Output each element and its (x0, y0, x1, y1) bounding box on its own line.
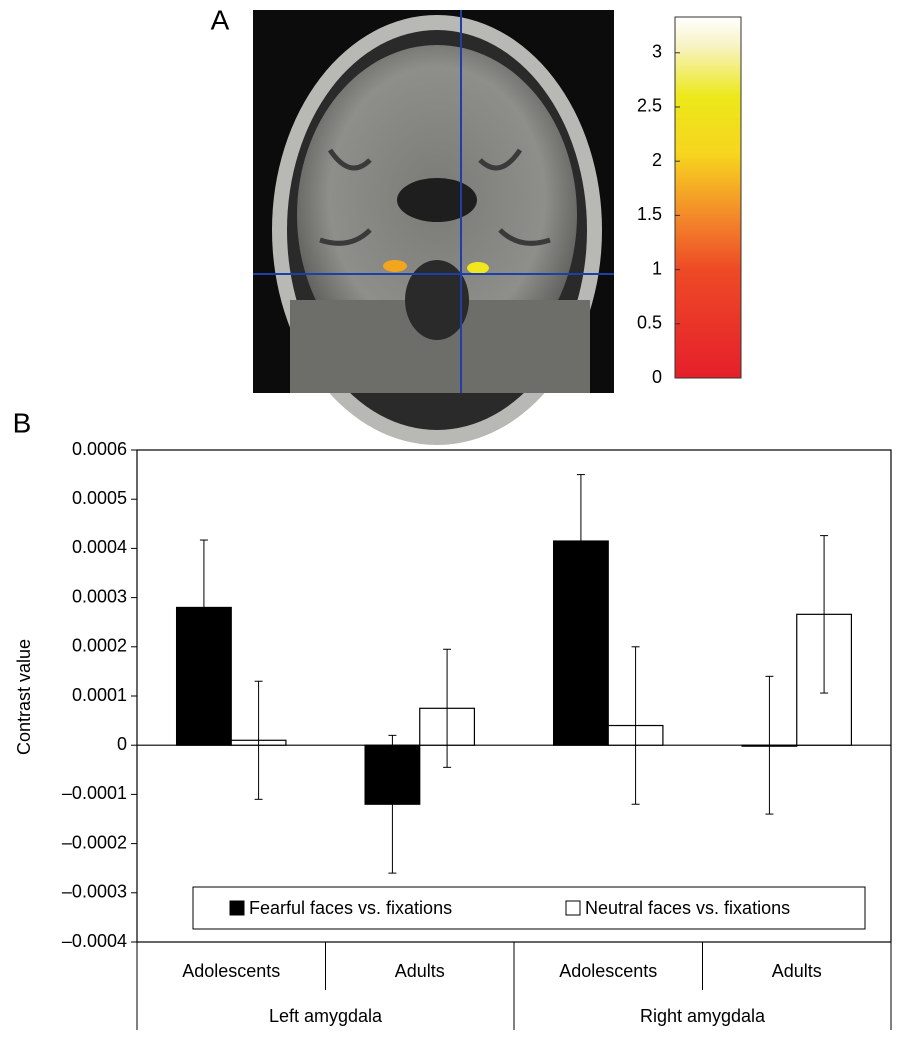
x-tick-label: Adolescents (182, 961, 280, 981)
colorbar-tick-label: 2 (652, 150, 662, 170)
y-tick-label: –0.0004 (62, 931, 127, 951)
colorbar-tick-label: 0.5 (637, 313, 662, 333)
y-tick-label: –0.0002 (62, 832, 127, 852)
y-tick-label: –0.0001 (62, 783, 127, 803)
y-tick-label: 0 (117, 734, 127, 754)
error-bar (820, 535, 829, 694)
y-tick-label: –0.0003 (62, 882, 127, 902)
y-tick-label: 0.0005 (72, 488, 127, 508)
x-tick-label: Adolescents (559, 961, 657, 981)
colorbar-tick-label: 2.5 (637, 96, 662, 116)
colorbar (674, 16, 742, 379)
error-bar (199, 539, 208, 676)
plot-frame (136, 449, 892, 943)
legend-swatch (565, 900, 581, 916)
panel-label: A (211, 4, 230, 35)
legend-box (192, 886, 866, 930)
error-bar (254, 680, 263, 800)
legend-label: Neutral faces vs. fixations (585, 898, 790, 918)
y-axis-title: Contrast value (14, 639, 34, 755)
group-label: Right amygdala (640, 1006, 766, 1026)
legend-swatch (229, 900, 245, 916)
group-label: Left amygdala (269, 1006, 383, 1026)
colorbar-tick-label: 1 (652, 258, 662, 278)
y-tick-label: 0.0006 (72, 439, 127, 459)
error-bar (443, 648, 452, 768)
legend-label: Fearful faces vs. fixations (249, 898, 452, 918)
y-tick-label: 0.0002 (72, 636, 127, 656)
y-tick-label: 0.0001 (72, 685, 127, 705)
brain-image (253, 10, 614, 445)
x-tick-label: Adults (772, 961, 822, 981)
y-tick-label: 0.0004 (72, 537, 127, 557)
error-bar (388, 734, 397, 874)
colorbar-tick-label: 1.5 (637, 204, 662, 224)
y-tick-label: 0.0003 (72, 586, 127, 606)
x-tick-label: Adults (395, 961, 445, 981)
panel-label: B (13, 407, 32, 438)
error-bar (765, 675, 774, 815)
colorbar-tick-label: 0 (652, 367, 662, 387)
error-bar (631, 646, 640, 805)
colorbar-tick-label: 3 (652, 42, 662, 62)
error-bar (576, 474, 585, 608)
